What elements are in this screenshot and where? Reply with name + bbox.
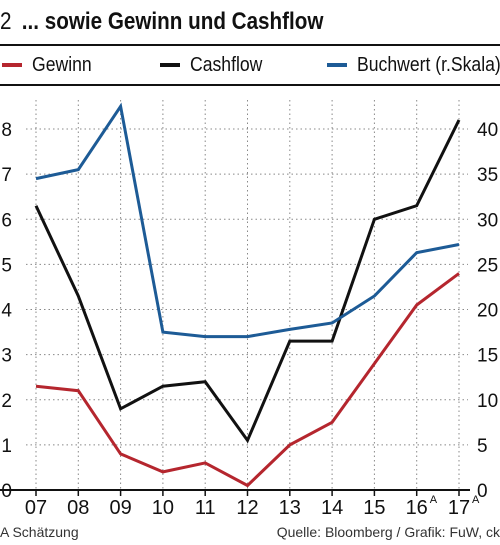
- x-tick-label: 13: [279, 497, 301, 519]
- left-tick-label: 8: [1, 120, 12, 141]
- x-tick-label: 16: [406, 497, 428, 519]
- x-tick-label: 08: [67, 497, 89, 519]
- legend-item-gewinn: Gewinn: [2, 52, 100, 78]
- chart-title-text: ... sowie Gewinn und Cashflow: [21, 8, 324, 35]
- legend-label-cashflow: Cashflow: [190, 53, 263, 76]
- right-tick-label: 30: [477, 210, 498, 231]
- footer-note: A Schätzung: [0, 524, 79, 540]
- series-line-gewinn: [35, 272, 460, 488]
- legend-rule: [0, 84, 500, 86]
- left-tick-label: 6: [1, 210, 12, 231]
- right-tick-label: 0: [477, 481, 488, 502]
- left-tick-label: 0: [1, 481, 12, 502]
- right-tick-label: 10: [477, 391, 498, 412]
- footer-source: Quelle: Bloomberg / Grafik: FuW, ck: [276, 524, 500, 540]
- legend-label-buchwert: Buchwert (r.Skala): [357, 53, 500, 76]
- legend: Gewinn Cashflow Buchwert (r.Skala): [0, 52, 500, 78]
- legend-item-buchwert: Buchwert (r.Skala): [327, 52, 500, 78]
- legend-swatch-cashflow: [160, 63, 180, 67]
- x-tick-superscript: A: [430, 494, 438, 506]
- series-line-buchwert: [35, 102, 460, 339]
- top-rule: [0, 44, 500, 46]
- x-tick-label: 09: [109, 497, 131, 519]
- x-tick-label: 10: [152, 497, 174, 519]
- left-tick-label: 7: [1, 165, 12, 186]
- legend-label-gewinn: Gewinn: [32, 53, 92, 76]
- left-tick-label: 4: [1, 301, 12, 322]
- x-tick-label: 15: [363, 497, 385, 519]
- right-tick-label: 40: [477, 120, 498, 141]
- legend-swatch-buchwert: [327, 63, 347, 67]
- x-tick-superscript: A: [472, 494, 480, 506]
- legend-swatch-gewinn: [2, 63, 22, 67]
- chart-title: 2 ... sowie Gewinn und Cashflow: [0, 4, 323, 40]
- left-tick-label: 5: [1, 255, 12, 276]
- chart-number: 2: [0, 8, 12, 35]
- right-tick-label: 35: [477, 165, 498, 186]
- left-tick-label: 2: [1, 391, 12, 412]
- legend-item-cashflow: Cashflow: [160, 52, 272, 78]
- x-tick-label: 07: [25, 497, 47, 519]
- right-tick-label: 15: [477, 346, 498, 367]
- left-tick-label: 3: [1, 346, 12, 367]
- x-tick-label: 17: [448, 497, 470, 519]
- right-tick-label: 5: [477, 436, 488, 457]
- x-tick-label: 12: [236, 497, 258, 519]
- x-tick-label: 14: [321, 497, 343, 519]
- series-line-cashflow: [34, 119, 461, 444]
- left-tick-label: 1: [1, 436, 12, 457]
- x-tick-label: 11: [195, 497, 216, 519]
- right-tick-label: 20: [477, 301, 498, 322]
- right-tick-label: 25: [477, 255, 498, 276]
